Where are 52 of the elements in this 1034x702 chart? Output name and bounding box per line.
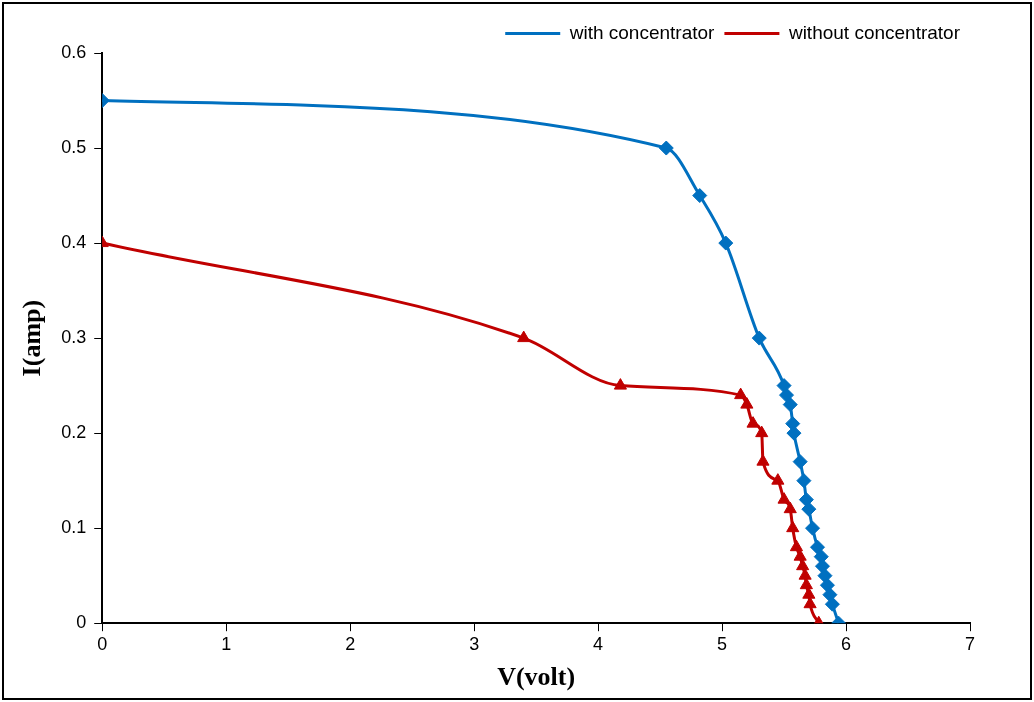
y-tick-label: 0.6 [61,41,87,62]
point [789,539,804,552]
point [801,501,817,517]
point [786,425,802,441]
y-tick-label: 0 [76,612,87,633]
point [803,596,817,609]
y-axis-title: I(amp) [17,299,47,377]
y-tick-label: 0.4 [61,232,87,253]
point [810,539,826,555]
point [798,568,812,580]
legend-label: without concentrator [787,21,961,43]
point [798,492,814,508]
point [796,558,810,571]
point [658,140,674,156]
point [792,454,808,470]
point [819,577,835,593]
point [799,577,813,590]
point [771,473,785,485]
point [796,473,812,489]
point [783,501,797,514]
point [692,188,708,204]
point [718,235,734,251]
x-tick-label: 5 [717,633,728,654]
point [777,492,791,504]
point [824,596,840,612]
point [734,387,748,400]
point [779,387,795,403]
point [782,397,798,413]
x-tick-label: 0 [97,633,108,654]
x-axis-title: V(volt) [497,662,576,692]
point [805,520,821,536]
point [517,330,531,343]
x-tick-label: 4 [593,633,604,654]
point [613,378,627,390]
point [755,425,769,438]
x-tick-label: 2 [345,633,356,654]
point [740,397,754,409]
y-tick-label: 0.5 [61,137,87,157]
point [746,416,760,428]
legend-label: with concentrator [568,21,716,43]
y-tick-label: 0.1 [61,517,87,538]
y-tick-label: 0.2 [61,422,87,443]
x-tick-label: 3 [469,633,480,654]
point [751,330,767,346]
point [802,587,816,599]
x-tick-label: 7 [964,633,976,654]
x-tick-label: 6 [841,633,852,654]
point [786,520,800,533]
y-tick-label: 0.3 [61,327,87,348]
point [756,454,770,466]
x-tick-label: 1 [221,633,232,654]
point [793,549,807,561]
